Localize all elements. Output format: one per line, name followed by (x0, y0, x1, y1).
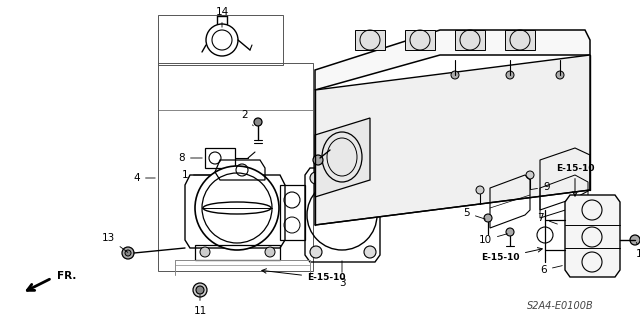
Circle shape (310, 172, 322, 184)
Circle shape (526, 171, 534, 179)
Text: E-15-10: E-15-10 (262, 269, 346, 283)
Text: 1: 1 (181, 170, 210, 180)
Bar (205, 148, 235, 168)
Text: 13: 13 (102, 233, 128, 252)
Text: 2: 2 (241, 110, 253, 126)
Text: 10: 10 (479, 234, 508, 245)
Circle shape (125, 250, 131, 256)
Text: 12: 12 (636, 242, 640, 259)
Text: E-15-10: E-15-10 (556, 164, 595, 196)
Polygon shape (405, 30, 435, 50)
Text: 4: 4 (133, 173, 156, 183)
Circle shape (195, 166, 279, 250)
Text: FR.: FR. (57, 271, 76, 281)
Text: E-15-10: E-15-10 (481, 248, 542, 263)
Polygon shape (355, 30, 385, 50)
Text: 5: 5 (463, 208, 485, 219)
Text: 8: 8 (179, 153, 202, 163)
Text: 3: 3 (339, 261, 346, 288)
Bar (158, 63, 313, 271)
Text: 9: 9 (531, 182, 550, 192)
Polygon shape (565, 195, 620, 277)
Polygon shape (315, 118, 370, 197)
Circle shape (451, 71, 459, 79)
Circle shape (506, 228, 514, 236)
Circle shape (200, 247, 210, 257)
Circle shape (364, 172, 376, 184)
Polygon shape (455, 30, 485, 50)
Circle shape (265, 247, 275, 257)
Circle shape (254, 118, 262, 126)
Bar (280, 185, 305, 240)
Polygon shape (315, 55, 590, 225)
Circle shape (484, 214, 492, 222)
Bar (195, 245, 280, 260)
Polygon shape (505, 30, 535, 50)
Circle shape (506, 71, 514, 79)
Circle shape (556, 71, 564, 79)
Text: S2A4-E0100B: S2A4-E0100B (527, 301, 593, 311)
Bar (158, 15, 283, 65)
Text: 11: 11 (193, 295, 207, 316)
Circle shape (122, 247, 134, 259)
Text: 14: 14 (216, 7, 228, 27)
Circle shape (216, 171, 224, 179)
Circle shape (310, 246, 322, 258)
Text: 6: 6 (540, 265, 563, 275)
Ellipse shape (213, 172, 227, 179)
Circle shape (313, 155, 323, 165)
Text: 7: 7 (538, 213, 557, 224)
Circle shape (476, 186, 484, 194)
Circle shape (193, 283, 207, 297)
Circle shape (196, 286, 204, 294)
Circle shape (364, 246, 376, 258)
Polygon shape (315, 30, 590, 90)
Circle shape (630, 235, 640, 245)
